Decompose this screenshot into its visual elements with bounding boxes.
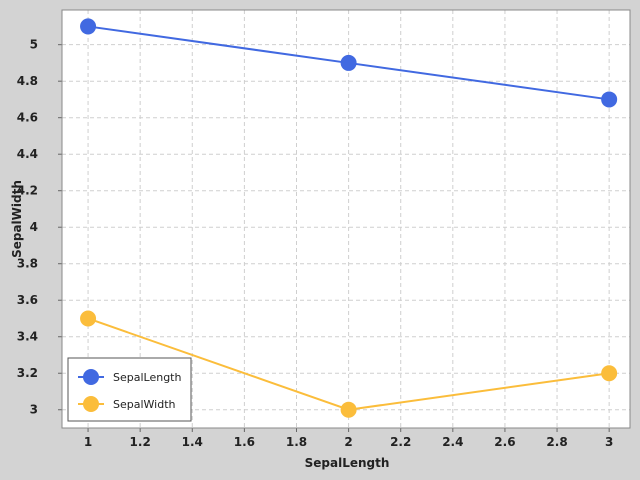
- x-tick-label: 2.2: [390, 435, 411, 449]
- legend-marker-sepalwidth: [83, 396, 99, 412]
- data-point-sepallength: [80, 18, 97, 35]
- y-axis: 3 3.2 3.4 3.6 3.8 4 4.2 4.4 4.6 4.8 5: [17, 38, 62, 417]
- y-tick-label: 4.2: [17, 184, 38, 198]
- y-tick-label: 5: [30, 38, 38, 52]
- legend-label-sepallength: SepalLength: [113, 371, 181, 384]
- y-axis-title: SepalWidth: [10, 180, 24, 258]
- legend-box: [67, 357, 192, 422]
- x-tick-label: 2.8: [546, 435, 567, 449]
- data-point-sepalwidth: [340, 401, 357, 418]
- data-point-sepalwidth: [601, 365, 618, 382]
- x-tick-label: 3: [605, 435, 613, 449]
- x-tick-label: 2.6: [494, 435, 515, 449]
- data-point-sepallength: [340, 54, 357, 71]
- x-tick-label: 1.8: [286, 435, 307, 449]
- y-tick-label: 3: [30, 403, 38, 417]
- plot-border: [61, 9, 631, 429]
- legend-marker-sepallength: [83, 369, 99, 385]
- y-tick-label: 3.8: [17, 257, 38, 271]
- x-axis-title: SepalLength: [305, 456, 390, 470]
- y-tick-label: 3.2: [17, 366, 38, 380]
- series-layer: [80, 18, 618, 418]
- y-tick-label: 3.6: [17, 293, 38, 307]
- x-tick-label: 1: [84, 435, 92, 449]
- x-tick-label: 1.6: [234, 435, 255, 449]
- data-point-sepalwidth: [80, 310, 97, 327]
- y-tick-label: 4.6: [17, 111, 38, 125]
- x-axis: 1 1.2 1.4 1.6 1.8 2 2.2 2.4 2.6 2.8 3: [84, 428, 613, 449]
- x-tick-label: 2: [344, 435, 352, 449]
- legend-label-sepalwidth: SepalWidth: [113, 398, 176, 411]
- y-tick-label: 4.4: [17, 147, 38, 161]
- x-tick-label: 1.4: [182, 435, 203, 449]
- x-tick-label: 2.4: [442, 435, 463, 449]
- data-point-sepallength: [601, 91, 618, 108]
- x-tick-label: 1.2: [130, 435, 151, 449]
- y-tick-label: 3.4: [17, 330, 38, 344]
- y-tick-label: 4: [30, 220, 38, 234]
- y-tick-label: 4.8: [17, 74, 38, 88]
- legend: SepalLength SepalWidth: [67, 357, 192, 422]
